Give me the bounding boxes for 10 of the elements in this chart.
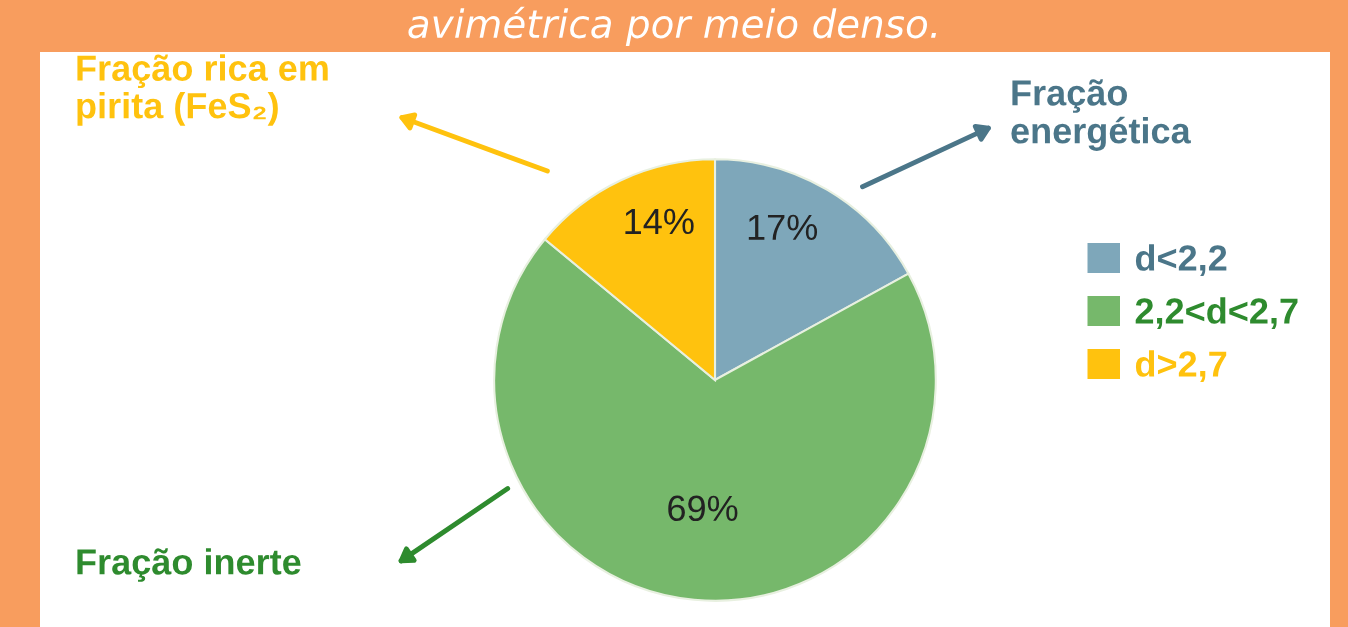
data-label: 69% — [668, 495, 738, 522]
chart-title: avimétrica por meio denso. — [408, 6, 936, 46]
legend-label: d>2,7 — [1135, 350, 1227, 383]
legend-label: 2,2<d<2,7 — [1135, 297, 1298, 330]
data-label: 17% — [748, 214, 818, 240]
text: Fração energética — [1011, 79, 1191, 151]
text: Fração inerte — [77, 548, 301, 582]
legend-label: d<2,2 — [1135, 244, 1227, 277]
text: Fração rica em pirita (FeS₂) — [77, 54, 328, 126]
data-label: 14% — [625, 208, 694, 235]
